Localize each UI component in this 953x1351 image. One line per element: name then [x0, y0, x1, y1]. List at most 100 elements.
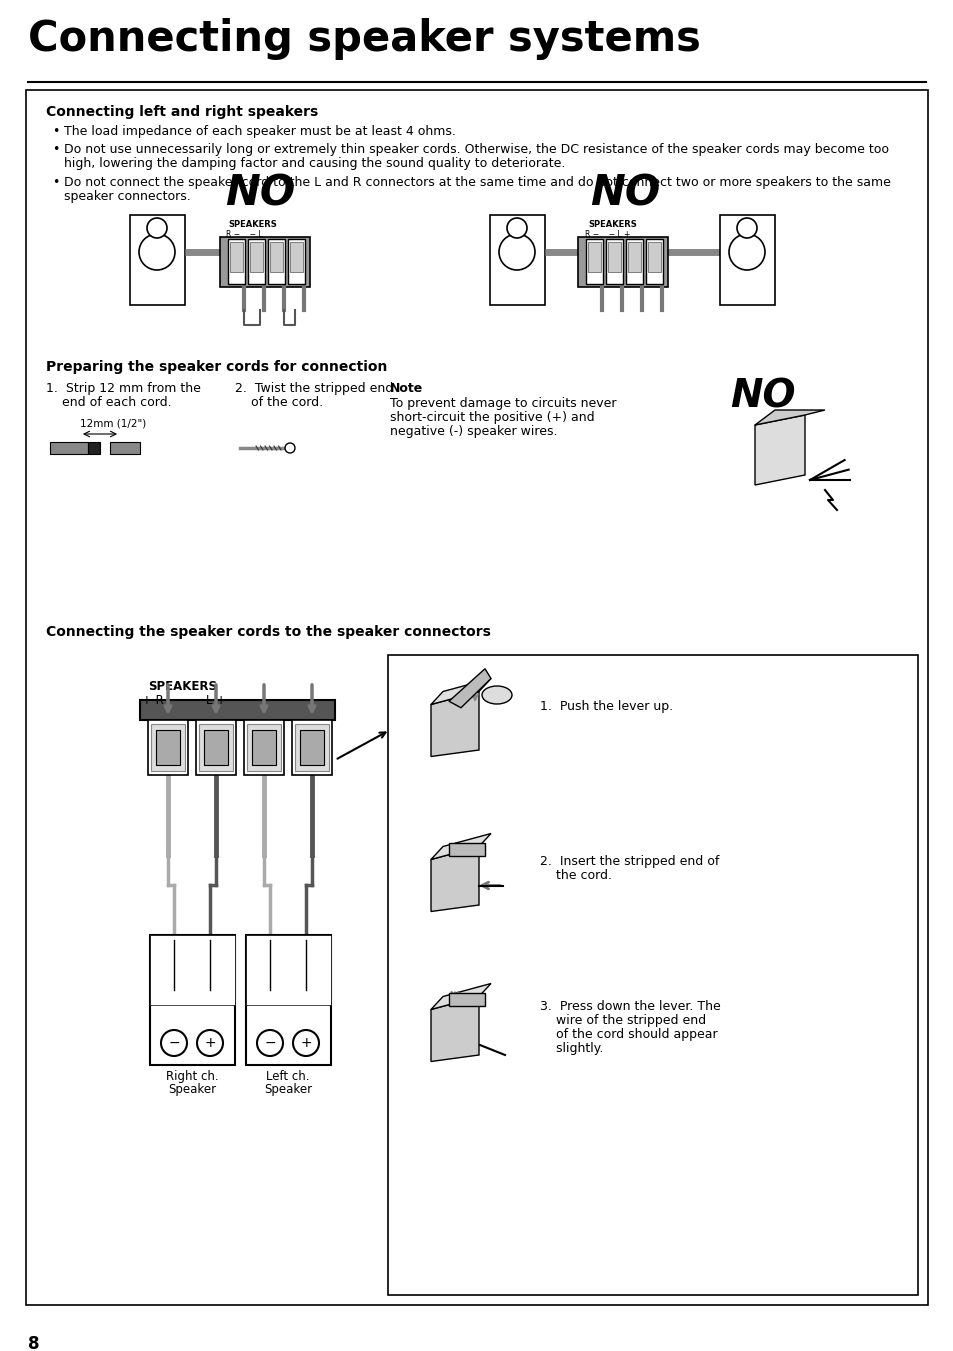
Text: The load impedance of each speaker must be at least 4 ohms.: The load impedance of each speaker must … [64, 126, 456, 138]
Bar [720, 215, 774, 305]
Text: SPEAKERS: SPEAKERS [587, 220, 636, 230]
Bar [252, 730, 275, 765]
Bar [228, 239, 245, 284]
Text: of the cord.: of the cord. [234, 396, 323, 409]
Bar [156, 730, 180, 765]
Circle shape [196, 1029, 223, 1056]
Bar [578, 236, 667, 286]
Circle shape [293, 1029, 318, 1056]
Text: Do not connect the speaker cord to the L and R connectors at the same time and d: Do not connect the speaker cord to the L… [64, 176, 890, 189]
Circle shape [737, 218, 757, 238]
Bar [490, 215, 544, 305]
Polygon shape [431, 847, 478, 912]
Polygon shape [754, 415, 804, 485]
Text: Speaker: Speaker [168, 1084, 215, 1096]
Bar [290, 242, 303, 272]
Polygon shape [431, 834, 491, 859]
Circle shape [256, 1029, 283, 1056]
Text: R −    − L +: R − − L + [584, 230, 630, 239]
Text: Connecting the speaker cords to the speaker connectors: Connecting the speaker cords to the spea… [46, 626, 491, 639]
Bar [294, 724, 329, 771]
Text: speaker connectors.: speaker connectors. [64, 190, 191, 203]
Text: Preparing the speaker cords for connection: Preparing the speaker cords for connecti… [46, 359, 387, 374]
Bar [250, 242, 263, 272]
Text: 2.  Twist the stripped end: 2. Twist the stripped end [234, 382, 393, 394]
Text: •: • [52, 143, 59, 155]
Bar [220, 236, 310, 286]
Circle shape [285, 443, 294, 453]
Bar [388, 655, 917, 1296]
Bar [148, 720, 188, 775]
Text: −: − [264, 1036, 275, 1050]
Polygon shape [754, 409, 824, 426]
Bar [247, 724, 281, 771]
Bar [288, 239, 305, 284]
Polygon shape [449, 993, 484, 1006]
Text: 3.  Press down the lever. The: 3. Press down the lever. The [539, 1000, 720, 1013]
Text: negative (-) speaker wires.: negative (-) speaker wires. [390, 426, 557, 438]
Text: Note: Note [390, 382, 423, 394]
Ellipse shape [481, 686, 512, 704]
Bar [627, 242, 640, 272]
Bar [647, 242, 660, 272]
Circle shape [161, 1029, 187, 1056]
Polygon shape [449, 843, 484, 857]
Circle shape [139, 234, 174, 270]
Bar [585, 239, 602, 284]
Bar [587, 242, 600, 272]
Text: wire of the stripped end: wire of the stripped end [539, 1015, 705, 1027]
Bar [246, 935, 331, 1005]
Circle shape [728, 234, 764, 270]
Text: high, lowering the damping factor and causing the sound quality to deteriorate.: high, lowering the damping factor and ca… [64, 157, 565, 170]
Text: slightly.: slightly. [539, 1042, 602, 1055]
Text: NO: NO [225, 173, 294, 215]
Text: NO: NO [589, 173, 659, 215]
Bar [268, 239, 285, 284]
Polygon shape [431, 692, 478, 757]
Bar [645, 239, 662, 284]
Text: 1.  Strip 12 mm from the: 1. Strip 12 mm from the [46, 382, 201, 394]
Bar [150, 935, 234, 1005]
Bar [151, 724, 185, 771]
Text: SPEAKERS: SPEAKERS [148, 680, 216, 693]
Text: +: + [300, 1036, 312, 1050]
Text: Speaker: Speaker [264, 1084, 312, 1096]
Text: •: • [52, 176, 59, 189]
Bar [625, 239, 642, 284]
Bar [199, 724, 233, 771]
Text: 2.  Insert the stripped end of: 2. Insert the stripped end of [539, 855, 719, 867]
Text: −: − [168, 1036, 179, 1050]
Bar [270, 242, 283, 272]
Bar [110, 442, 140, 454]
Text: +: + [204, 1036, 215, 1050]
Text: + R −    − L +: + R − − L + [142, 694, 226, 707]
Circle shape [147, 218, 167, 238]
Text: To prevent damage to circuits never: To prevent damage to circuits never [390, 397, 616, 409]
Text: SPEAKERS: SPEAKERS [228, 220, 276, 230]
Bar [244, 720, 284, 775]
Text: 8: 8 [28, 1335, 39, 1351]
Bar [140, 700, 335, 720]
Text: short-circuit the positive (+) and: short-circuit the positive (+) and [390, 411, 594, 424]
Bar [195, 720, 235, 775]
Text: R −    − L: R − − L [226, 230, 262, 239]
Bar [607, 242, 620, 272]
Text: Do not use unnecessarily long or extremely thin speaker cords. Otherwise, the DC: Do not use unnecessarily long or extreme… [64, 143, 888, 155]
Bar [50, 442, 88, 454]
Bar [248, 239, 265, 284]
Text: Connecting speaker systems: Connecting speaker systems [28, 18, 700, 59]
Bar [204, 730, 228, 765]
Text: NO: NO [729, 378, 795, 416]
Text: •: • [52, 126, 59, 138]
Bar [230, 242, 243, 272]
Text: end of each cord.: end of each cord. [46, 396, 172, 409]
Text: 12mm (1/2"): 12mm (1/2") [80, 417, 146, 428]
Text: Left ch.: Left ch. [266, 1070, 310, 1084]
Circle shape [498, 234, 535, 270]
Text: Right ch.: Right ch. [166, 1070, 218, 1084]
Text: the cord.: the cord. [539, 869, 612, 882]
Bar [26, 91, 927, 1305]
Polygon shape [431, 997, 478, 1062]
Polygon shape [449, 669, 491, 708]
Text: 1.  Push the lever up.: 1. Push the lever up. [539, 700, 673, 713]
